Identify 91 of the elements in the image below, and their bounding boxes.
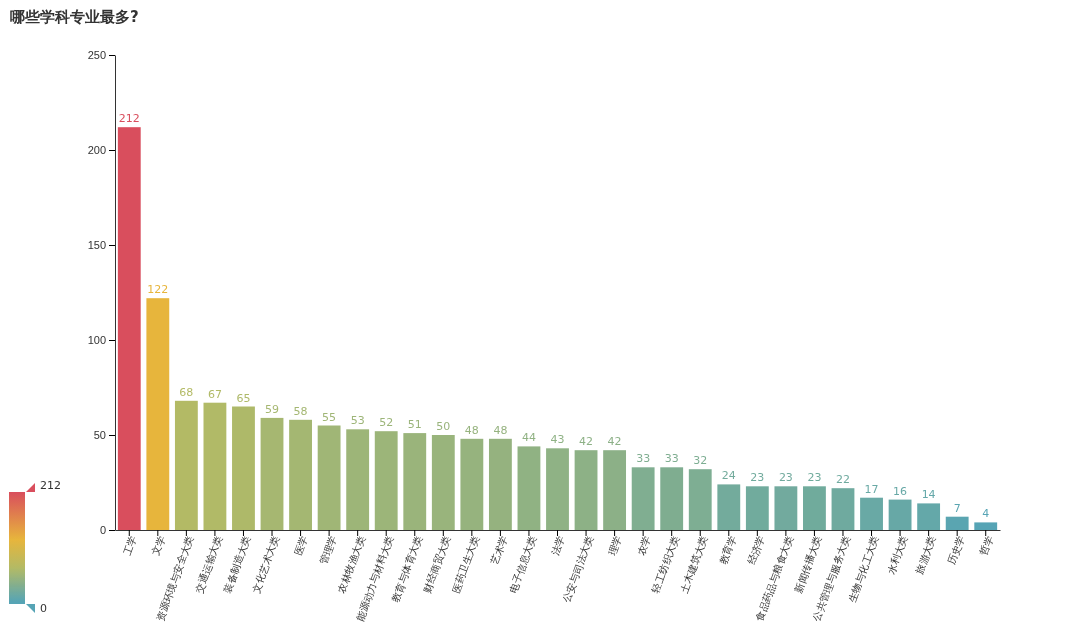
y-tick-label: 50 (93, 429, 106, 442)
bar (203, 402, 227, 530)
bar (688, 469, 712, 530)
x-tick-label: 历史学 (945, 534, 967, 567)
y-tick-label: 200 (87, 144, 106, 157)
y-tick-label: 250 (87, 49, 106, 62)
data-label: 24 (721, 469, 736, 483)
bar (745, 486, 769, 530)
bar (146, 298, 170, 530)
x-tick-label: 经济学 (745, 534, 767, 567)
data-label: 33 (664, 452, 679, 466)
data-label: 48 (493, 423, 508, 437)
bar (260, 417, 284, 530)
x-tick-label: 水利大类 (885, 534, 910, 576)
x-tick-label: 轻工纺织大类 (650, 534, 681, 595)
bar (774, 486, 798, 530)
x-tick-label: 文学 (149, 534, 167, 557)
x-tick-label: 工学 (121, 534, 139, 557)
bar (974, 522, 998, 530)
data-label: 44 (521, 431, 536, 445)
color-bar-label: 212 (40, 479, 61, 492)
bar (232, 406, 255, 530)
data-label: 59 (265, 402, 280, 416)
bar (117, 127, 141, 530)
data-label: 42 (579, 435, 594, 449)
x-tick-label: 医药卫生大类 (450, 534, 482, 595)
data-label: 65 (236, 391, 251, 405)
data-label: 7 (953, 501, 961, 515)
bar (888, 499, 912, 530)
chart-title: 哪些学科专业最多? (10, 8, 139, 26)
bar (346, 429, 370, 530)
data-label: 122 (147, 283, 169, 297)
bar (374, 431, 398, 530)
data-label: 43 (550, 433, 565, 447)
bar (945, 516, 969, 530)
data-label: 53 (350, 414, 365, 428)
bar (603, 450, 627, 530)
x-tick-label: 文化艺术大类 (250, 534, 282, 595)
x-tick-label: 哲学 (977, 534, 995, 557)
bar (831, 488, 855, 530)
color-bar-label: 0 (40, 602, 47, 615)
data-label: 50 (436, 420, 451, 433)
data-label: 52 (379, 416, 394, 430)
bar (660, 467, 684, 530)
bar (574, 450, 598, 530)
x-tick-label: 财经商贸大类 (421, 534, 453, 595)
data-label: 14 (921, 488, 936, 502)
bar (631, 467, 655, 530)
x-tick-label: 装备制造大类 (221, 534, 253, 595)
data-label: 16 (893, 484, 908, 498)
data-label: 23 (778, 471, 793, 485)
x-tick-label: 理学 (606, 534, 624, 557)
y-tick-label: 0 (99, 524, 106, 537)
x-tick-label: 教育学 (717, 534, 738, 567)
data-label: 58 (293, 404, 308, 418)
bar (431, 435, 455, 530)
data-label: 51 (407, 418, 422, 432)
data-label: 23 (807, 471, 822, 485)
x-tick-label: 法学 (549, 534, 567, 557)
x-tick-label: 旅游大类 (913, 534, 938, 576)
bar (174, 400, 198, 530)
data-label: 68 (179, 385, 194, 399)
bar (488, 438, 512, 530)
y-tick-label: 150 (87, 239, 106, 252)
data-label: 32 (693, 454, 708, 468)
data-label: 23 (750, 471, 765, 485)
bar (546, 448, 569, 530)
bar (803, 486, 826, 530)
x-tick-label: 电子信息大类 (507, 534, 539, 595)
data-label: 17 (864, 482, 879, 496)
data-label: 48 (464, 423, 479, 437)
data-label: 55 (322, 410, 337, 424)
bar (460, 438, 484, 530)
bar (289, 419, 312, 530)
x-tick-label: 土木建筑大类 (678, 534, 710, 595)
x-tick-label: 医学 (292, 534, 310, 557)
data-label: 4 (982, 507, 990, 521)
data-label: 22 (835, 473, 850, 487)
bar (917, 503, 941, 530)
data-label: 212 (118, 112, 140, 126)
bar (860, 497, 883, 530)
data-label: 67 (207, 387, 222, 401)
bar (403, 433, 427, 530)
data-label: 42 (607, 435, 622, 449)
x-tick-label: 艺术学 (488, 534, 510, 567)
bar (717, 484, 741, 530)
y-tick-label: 100 (87, 334, 106, 347)
data-label: 33 (636, 452, 651, 466)
bar (317, 425, 341, 530)
x-tick-label: 农学 (635, 534, 653, 557)
bar (517, 446, 541, 530)
